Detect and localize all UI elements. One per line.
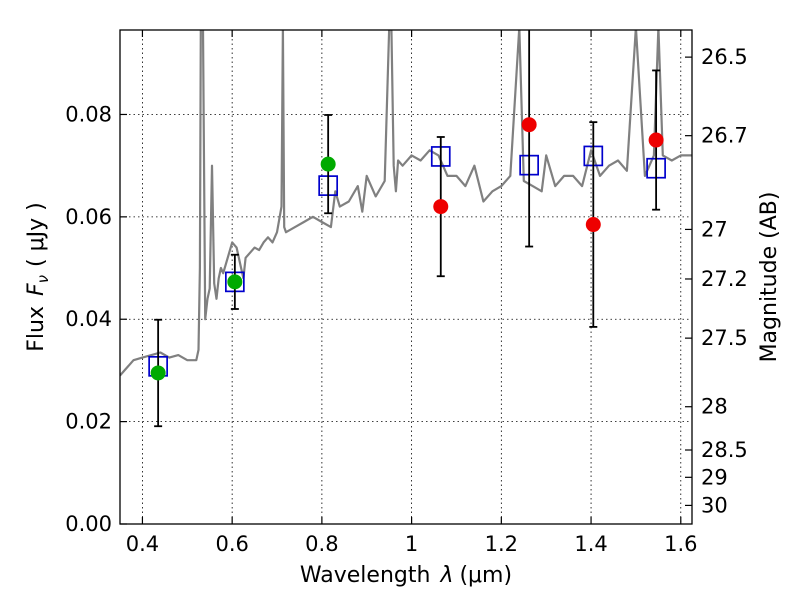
axes-frame [119, 29, 693, 525]
y2-tick-label: 26.7 [701, 124, 748, 148]
x-tick-label: 0.8 [305, 532, 338, 556]
x-tick-label: 1.6 [664, 532, 697, 556]
x-axis-label: Wavelength λ (μm) [300, 563, 512, 588]
y2-tick-label: 29 [701, 465, 728, 489]
y2-tick-label: 27.5 [701, 326, 748, 350]
y2-axis-label: Magnitude (AB) [757, 192, 782, 363]
sed-line [120, 30, 692, 377]
y2-tick-label: 27 [701, 217, 728, 241]
x-tick-label: 0.4 [126, 532, 159, 556]
y2-tick-label: 26.5 [701, 45, 748, 69]
red-data-point [521, 117, 537, 133]
grid [120, 30, 692, 524]
plot-area [120, 30, 692, 428]
red-data-point [585, 217, 601, 233]
red-data-point [648, 132, 664, 148]
x-axis: 0.4 0.6 0.8 1 1.2 1.4 1.6 [126, 30, 697, 556]
y2-tick-label: 27.2 [701, 267, 748, 291]
green-data-point [227, 274, 243, 290]
y-tick-label: 0.00 [65, 512, 112, 536]
x-tick-label: 0.6 [215, 532, 248, 556]
green-data-point [150, 365, 166, 381]
x-tick-label: 1.2 [485, 532, 518, 556]
y-axis-label: FluxFν( μJy ) [24, 202, 52, 351]
y-axis: 0.00 0.02 0.04 0.06 0.08 [65, 102, 127, 536]
y2-tick-label: 28.5 [701, 438, 748, 462]
y2-tick-label: 30 [701, 493, 728, 517]
y-tick-label: 0.06 [65, 205, 112, 229]
y2-axis: 26.5 26.7 27 27.2 27.5 28 28.5 29 30 [685, 45, 748, 517]
green-data-point [320, 156, 336, 172]
y-tick-label: 0.08 [65, 102, 112, 126]
y-tick-label: 0.02 [65, 410, 112, 434]
x-tick-label: 1 [405, 532, 418, 556]
y-tick-label: 0.04 [65, 307, 112, 331]
y2-tick-label: 28 [701, 395, 728, 419]
red-data-point [433, 199, 449, 215]
x-tick-label: 1.4 [574, 532, 607, 556]
